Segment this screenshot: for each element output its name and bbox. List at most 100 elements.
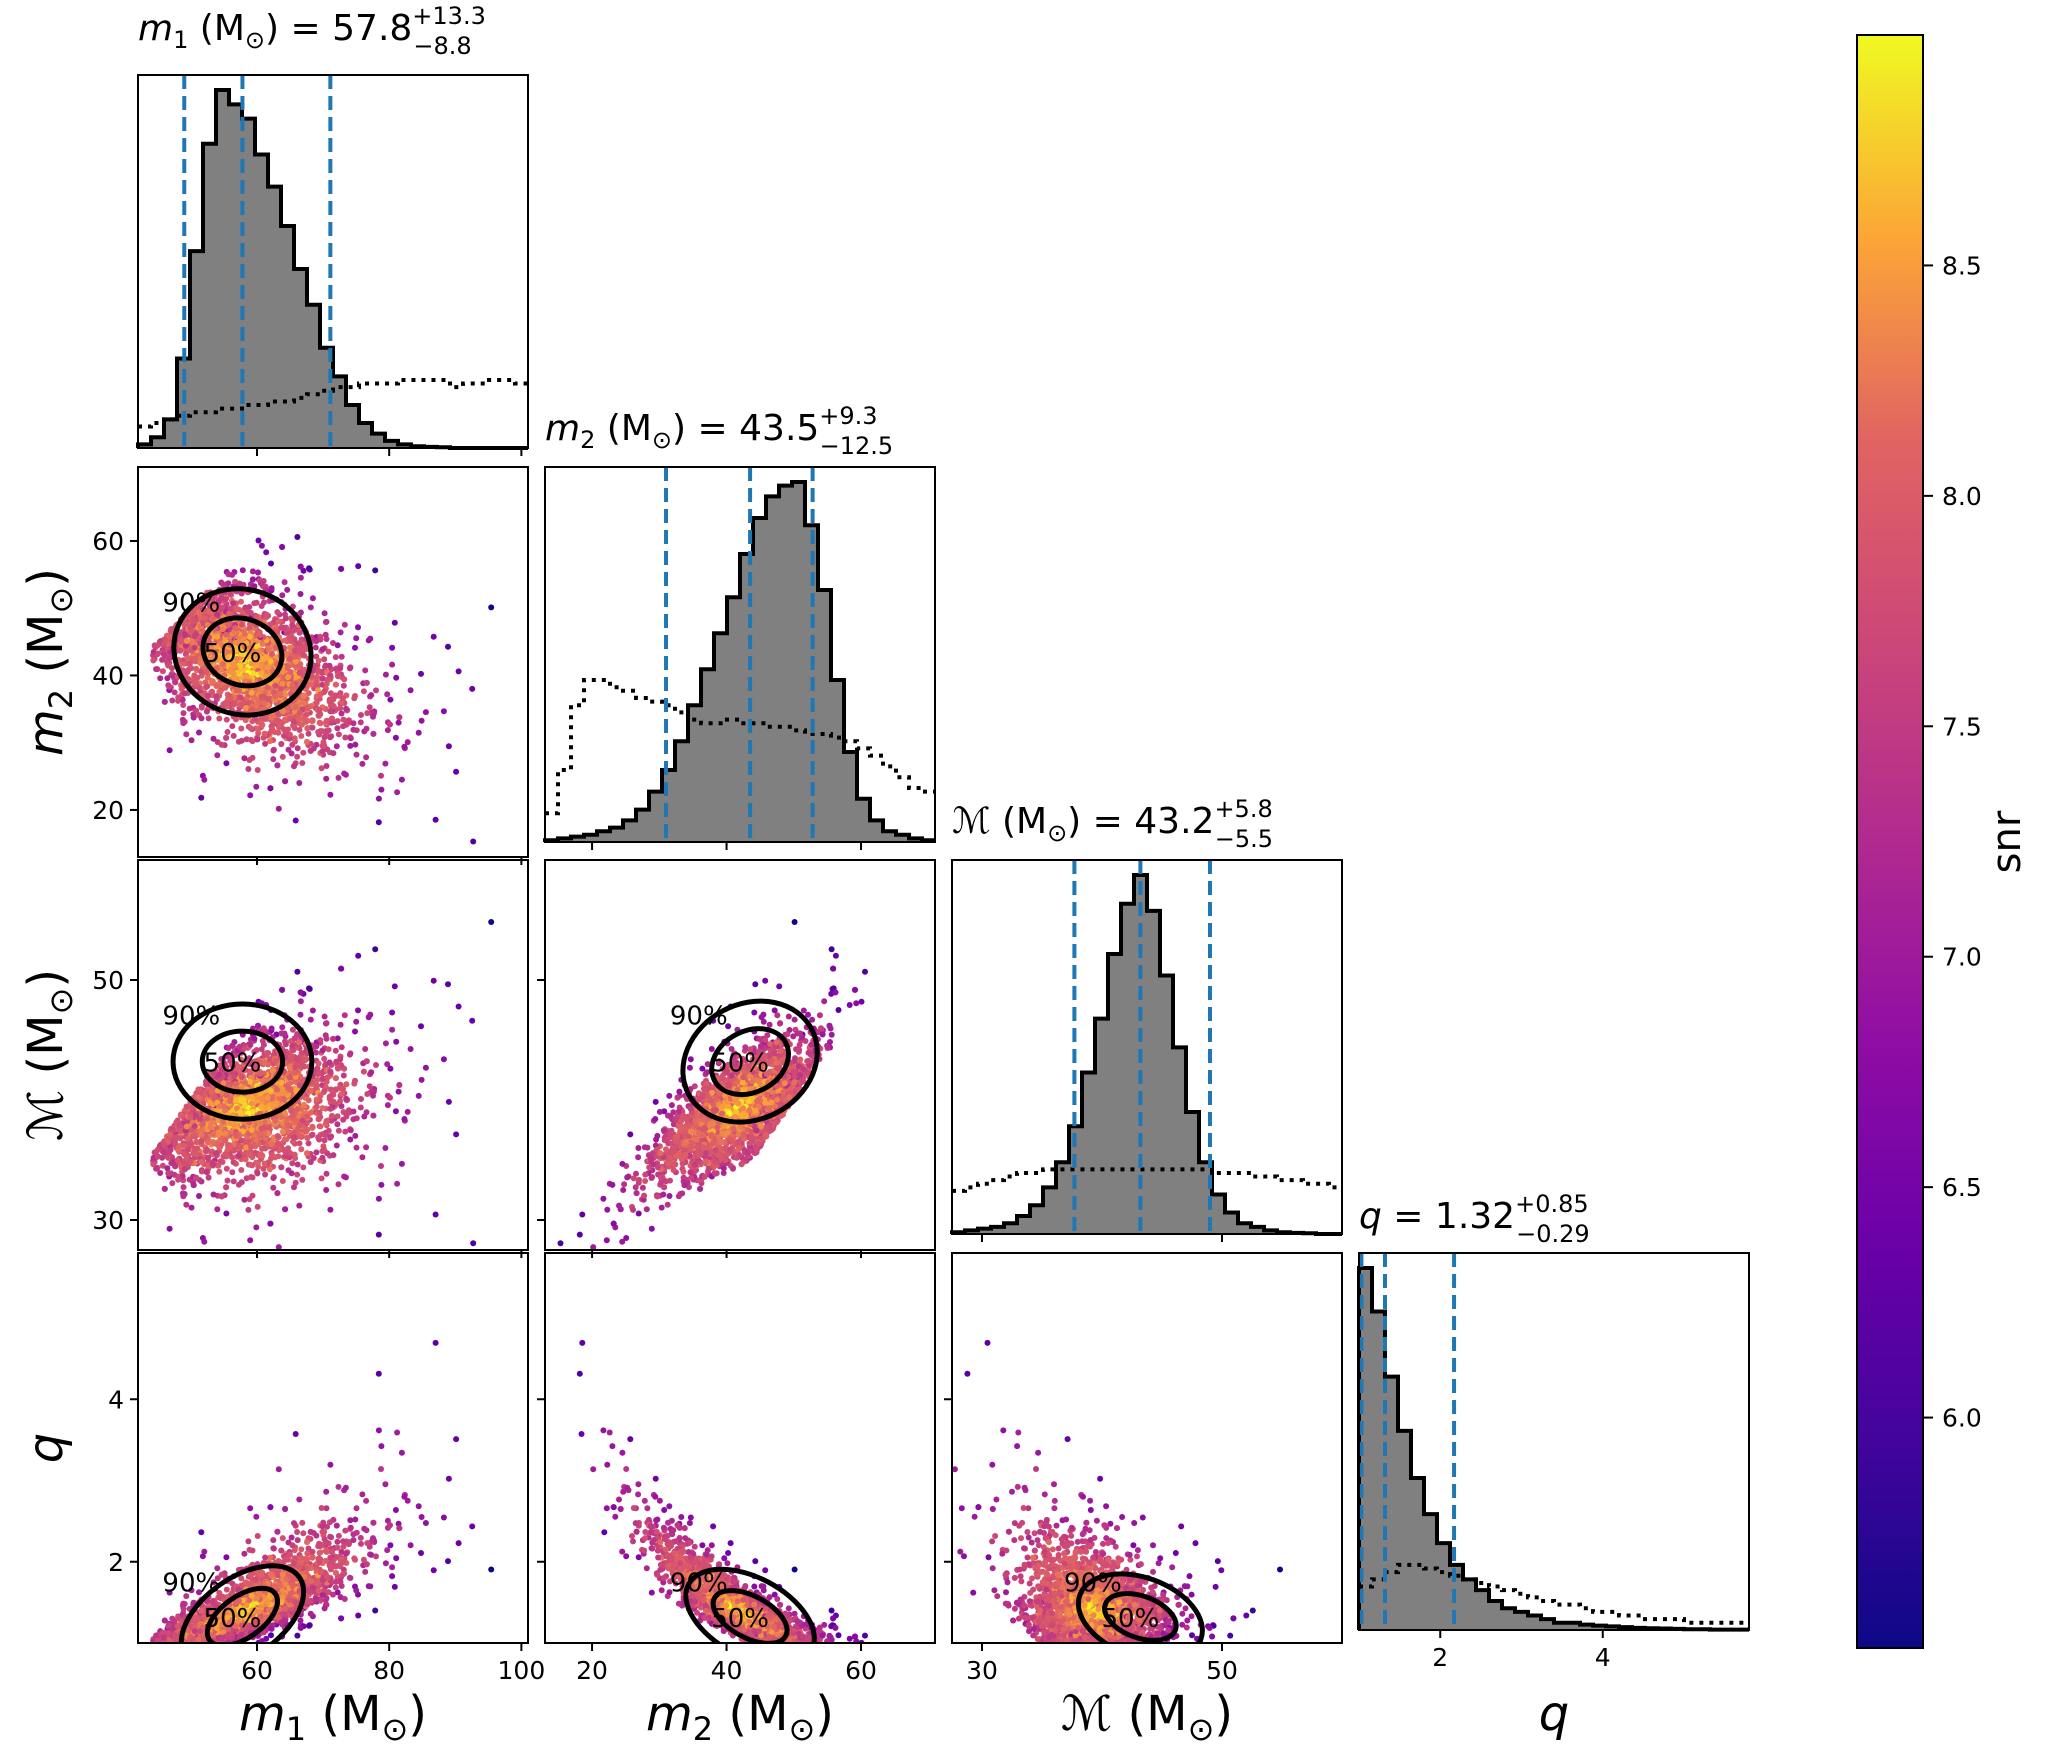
scatter-point [166,747,173,754]
scatter-point [238,725,245,732]
scatter-point [432,1211,439,1218]
scatter-point [243,672,250,679]
scatter-point [290,1112,297,1119]
scatter-point [183,638,190,644]
scatter-point [245,1151,252,1158]
scatter-point [166,683,173,690]
scatter-point [353,1144,360,1151]
scatter-point [213,1150,220,1157]
scatter-point [280,668,286,675]
scatter-point [188,1204,195,1211]
scatter-point [183,1123,190,1130]
scatter-point [323,1020,330,1027]
scatter-point [254,643,261,650]
scatter-point [313,741,320,748]
scatter-point [378,772,384,779]
scatter-point [241,1102,248,1109]
scatter-point [202,615,209,622]
scatter-point [338,1091,345,1097]
scatter-point [362,1046,369,1052]
scatter-point [289,1043,296,1050]
scatter-point [238,621,245,628]
scatter-point [294,534,301,540]
scatter-point [230,732,237,739]
scatter-point [179,1190,186,1197]
scatter-point [282,611,288,618]
scatter-point [342,1128,349,1135]
scatter-point [313,700,320,706]
scatter-point [389,1026,396,1033]
scatter-point [364,710,371,717]
scatter-point [275,805,282,812]
scatter-point [262,740,269,747]
scatter-point [307,1016,314,1023]
scatter-point [203,668,210,675]
scatter-point [257,632,264,639]
scatter-point [298,1146,305,1153]
scatter-point [328,733,335,740]
scatter-point [306,985,312,992]
scatter-point [223,760,230,767]
scatter-point [252,1150,259,1156]
panel-r1-c1 [543,466,936,850]
scatter-point [272,693,279,700]
scatter-point [274,1086,281,1093]
scatter-point [224,729,231,735]
scatter-point [375,1195,382,1202]
scatter-point [315,1060,322,1067]
scatter-point [370,713,376,720]
scatter-point [363,725,370,732]
scatter-point [214,611,221,618]
scatter-point [191,633,198,639]
scatter-point [366,1083,373,1090]
scatter-point [219,626,226,633]
scatter-point [294,1171,301,1178]
scatter-point [303,1120,310,1127]
scatter-point [305,690,312,697]
scatter-point [274,609,281,616]
scatter-point [245,699,252,706]
scatter-point [297,591,304,597]
scatter-point [206,1099,213,1106]
scatter-point [303,711,310,718]
scatter-point [261,1119,268,1126]
scatter-point [159,668,166,675]
scatter-point [238,590,245,597]
scatter-point [293,1255,299,1261]
scatter-point [338,1044,345,1051]
scatter-point [255,1141,262,1148]
scatter-point [396,1082,403,1088]
scatter-point [222,700,229,707]
scatter-point [297,1011,304,1018]
scatter-point [341,676,348,683]
scatter-point [321,1013,328,1020]
scatter-point [216,1129,222,1136]
scatter-point [183,731,190,738]
scatter-point [281,624,287,631]
scatter-point [184,668,191,675]
scatter-point [193,681,200,688]
scatter-point [284,586,291,593]
scatter-point [288,1170,295,1177]
y-tick-label: 30 [92,1206,124,1235]
scatter-point [342,1174,349,1181]
scatter-point [367,635,374,642]
y-tick-label: 50 [92,966,124,995]
scatter-point [267,1220,274,1227]
panel-frame [137,859,529,1251]
scatter-point [278,741,285,747]
scatter-point [318,1175,325,1182]
scatter-point [209,1138,216,1145]
scatter-point [275,717,282,724]
scatter-point [304,1150,310,1157]
scatter-point [326,1059,333,1066]
scatter-point [321,734,328,741]
scatter-point [327,708,334,715]
scatter-point [313,1043,320,1050]
scatter-point [282,778,289,785]
scatter-point [415,729,422,736]
scatter-point [319,681,326,688]
scatter-point [230,701,237,708]
scatter-point [321,656,328,663]
